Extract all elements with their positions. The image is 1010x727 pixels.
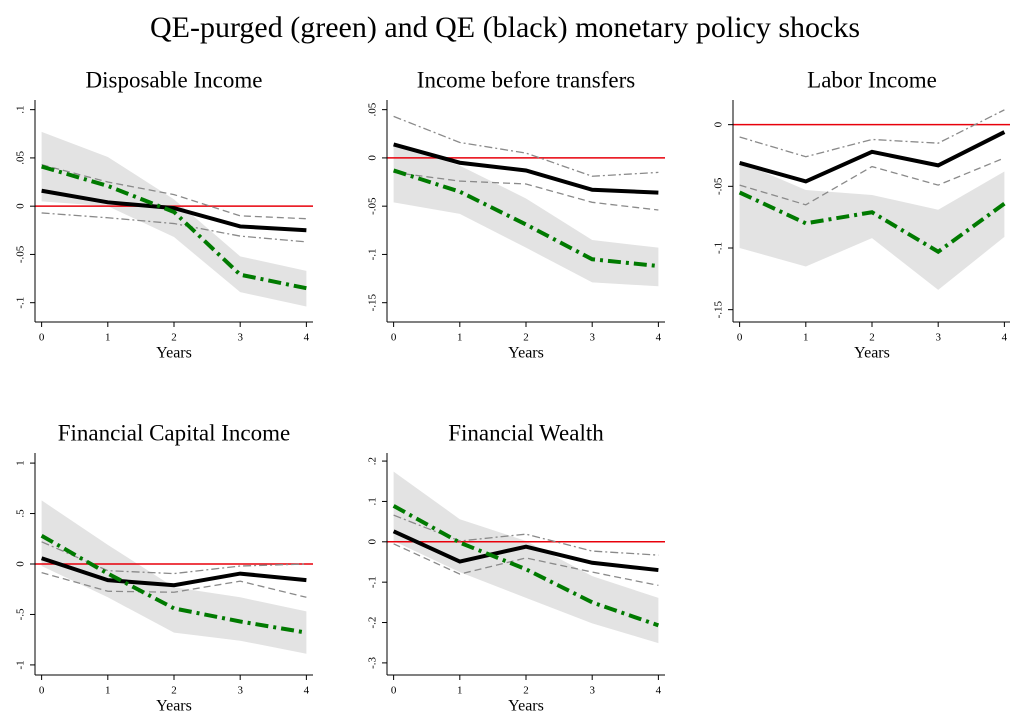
x-tick-label: 0 (391, 332, 397, 344)
series-line (40, 556, 307, 588)
series-line (41, 164, 307, 220)
x-tick-label: 1 (457, 332, 463, 344)
x-axis-label: Years (156, 698, 192, 715)
series-line (392, 504, 660, 628)
y-tick-label: 1 (15, 460, 27, 466)
y-tick-label: -.1 (15, 297, 27, 309)
x-tick-label: 3 (935, 332, 941, 344)
y-tick-label: .1 (367, 497, 379, 505)
x-tick-label: 2 (171, 332, 177, 344)
x-tick-label: 4 (656, 332, 662, 344)
panel-title: Labor Income (807, 67, 937, 92)
x-tick-label: 4 (304, 332, 310, 344)
x-tick-label: 3 (589, 685, 595, 697)
y-tick-label: -.15 (367, 293, 379, 311)
series-line (739, 109, 1005, 158)
panel-title: Income before transfers (417, 67, 635, 92)
x-tick-label: 1 (457, 685, 463, 697)
series-line (392, 529, 659, 573)
y-tick-label: 0 (367, 539, 379, 545)
series-line (393, 171, 659, 211)
panel-title: Financial Capital Income (58, 420, 290, 445)
confidence-band (41, 131, 307, 307)
series-line (739, 157, 1005, 206)
confidence-band (393, 471, 659, 644)
y-tick-label: 0 (15, 561, 27, 567)
x-tick-label: 1 (105, 332, 111, 344)
x-tick-label: 3 (237, 685, 243, 697)
x-tick-label: 4 (304, 685, 310, 697)
y-tick-label: 0 (367, 155, 379, 161)
series-line (739, 130, 1006, 184)
x-axis-label: Years (854, 345, 890, 362)
series-line (41, 212, 307, 243)
series-line (41, 541, 307, 575)
x-tick-label: 0 (391, 685, 397, 697)
y-tick-label: -.3 (367, 656, 379, 668)
x-tick-label: 2 (869, 332, 875, 344)
x-tick-label: 4 (656, 685, 662, 697)
y-tick-label: .05 (367, 102, 379, 116)
x-tick-label: 3 (237, 332, 243, 344)
y-tick-label: -.05 (367, 197, 379, 215)
series-line (393, 142, 659, 195)
y-tick-label: -1 (15, 660, 27, 669)
series-line (41, 188, 307, 233)
x-axis-label: Years (156, 345, 192, 362)
x-tick-label: 0 (737, 332, 743, 344)
x-tick-label: 0 (39, 332, 45, 344)
y-tick-label: .2 (367, 457, 379, 465)
x-axis-label: Years (508, 345, 544, 362)
x-tick-label: 1 (105, 685, 111, 697)
y-tick-label: -.1 (367, 576, 379, 588)
x-tick-label: 2 (523, 685, 529, 697)
y-tick-label: -.15 (713, 300, 725, 318)
confidence-band (41, 500, 307, 654)
series-line (393, 115, 659, 177)
panel-title: Financial Wealth (448, 420, 604, 445)
y-tick-label: -.05 (713, 177, 725, 195)
x-tick-label: 0 (39, 685, 45, 697)
y-tick-label: .1 (15, 106, 27, 114)
confidence-band (393, 144, 659, 287)
y-tick-label: -.05 (15, 245, 27, 263)
x-tick-label: 2 (523, 332, 529, 344)
panel-title: Disposable Income (86, 67, 263, 92)
x-tick-label: 2 (171, 685, 177, 697)
series-line (393, 514, 659, 556)
y-tick-label: -.5 (15, 608, 27, 620)
x-axis-label: Years (508, 698, 544, 715)
y-tick-label: 0 (15, 203, 27, 209)
x-tick-label: 3 (589, 332, 595, 344)
series-line (41, 571, 307, 598)
series-line (40, 534, 307, 635)
figure-title: QE-purged (green) and QE (black) monetar… (150, 11, 860, 44)
y-tick-label: .05 (15, 151, 27, 165)
confidence-band (739, 161, 1005, 290)
series-line (393, 168, 659, 269)
y-tick-label: -.1 (713, 242, 725, 254)
y-tick-label: 0 (713, 121, 725, 127)
series-line (41, 164, 307, 291)
x-tick-label: 4 (1002, 332, 1008, 344)
y-tick-label: -.1 (367, 248, 379, 260)
y-tick-label: .5 (15, 509, 27, 518)
series-line (393, 543, 659, 587)
series-line (738, 190, 1006, 255)
y-tick-label: -.2 (367, 617, 379, 629)
x-tick-label: 1 (803, 332, 809, 344)
